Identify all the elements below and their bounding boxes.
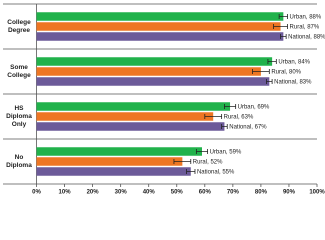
value-label: Rural, 80%: [271, 70, 301, 76]
error-bar: [204, 114, 223, 119]
value-label: National, 67%: [229, 125, 267, 131]
category-label: College Degree: [7, 18, 31, 34]
x-tick-label: 40%: [143, 190, 156, 196]
x-tick-label: 80%: [255, 190, 268, 196]
value-label: National, 83%: [274, 80, 312, 86]
value-label: National, 55%: [197, 170, 235, 176]
error-bar: [267, 59, 277, 64]
value-label: Urban, 84%: [278, 60, 310, 66]
x-tick-label: 10%: [59, 190, 72, 196]
x-tick-label: 30%: [115, 190, 128, 196]
error-bar: [266, 79, 273, 84]
bar: [36, 77, 270, 86]
bar: [36, 22, 281, 31]
x-tick-label: 100%: [309, 190, 325, 196]
error-bar: [273, 24, 288, 29]
bar: [36, 122, 225, 131]
value-label: Rural, 63%: [224, 115, 254, 121]
category-label: Some College: [7, 63, 31, 79]
error-bar: [221, 124, 228, 129]
chart: 0% 10% 20% 30% 40% 50% 60% 70% 80% 90% 100% Urban, …: [3, 3, 325, 196]
bar: [36, 147, 202, 156]
error-bar: [186, 169, 196, 174]
category-label: HS Diploma Only: [6, 104, 32, 128]
error-bar: [280, 34, 287, 39]
category-label: No Diploma: [6, 153, 32, 169]
bar: [36, 112, 214, 121]
chart-container: 0% 10% 20% 30% 40% 50% 60% 70% 80% 90% 100% Urban, …: [3, 3, 325, 196]
error-bar: [173, 159, 192, 164]
x-tick-label: 0%: [32, 190, 41, 196]
value-label: Urban, 59%: [210, 150, 242, 156]
value-label: Urban, 69%: [238, 105, 270, 111]
error-bar: [252, 69, 270, 74]
value-label: Urban, 88%: [290, 15, 322, 21]
error-bar: [278, 14, 288, 19]
value-label: Rural, 52%: [193, 160, 223, 166]
x-tick-label: 70%: [227, 190, 240, 196]
value-label: National, 88%: [288, 35, 325, 41]
bar: [36, 57, 273, 66]
x-tick-label: 20%: [87, 190, 100, 196]
bar: [36, 102, 231, 111]
error-bar: [224, 104, 237, 109]
bar: [36, 67, 261, 76]
x-tick-label: 90%: [283, 190, 296, 196]
error-bar: [195, 149, 209, 154]
bar: [36, 157, 183, 166]
bar: [36, 32, 284, 41]
bar: [36, 12, 284, 21]
value-label: Rural, 87%: [290, 25, 320, 31]
x-tick-label: 50%: [171, 190, 184, 196]
x-tick-label: 60%: [199, 190, 212, 196]
bar: [36, 167, 191, 176]
